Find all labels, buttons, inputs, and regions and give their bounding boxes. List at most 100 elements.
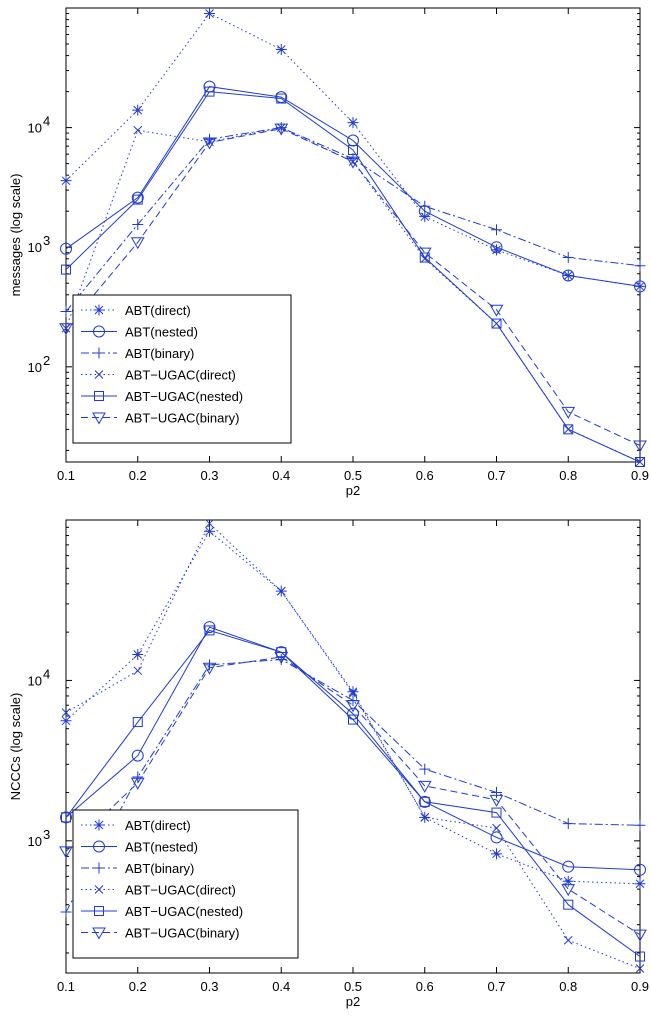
data-point xyxy=(563,899,574,910)
legend-label: ABT(direct) xyxy=(125,303,191,318)
data-point xyxy=(561,884,576,897)
x-tick-label: 0.8 xyxy=(559,468,577,483)
data-point xyxy=(419,796,430,807)
data-point xyxy=(418,795,431,808)
data-point xyxy=(419,763,431,775)
data-point xyxy=(562,875,574,887)
legend: ABT(direct) ABT(nested) ABT(binary) ABT−UGA… xyxy=(72,294,292,444)
data-point xyxy=(133,125,143,135)
data-point xyxy=(347,117,359,129)
data-point xyxy=(130,777,145,790)
series-line xyxy=(65,522,641,969)
series-5 xyxy=(61,86,645,467)
data-point xyxy=(490,831,503,844)
legend-label: ABT−UGAC(direct) xyxy=(125,368,236,383)
data-point xyxy=(489,794,504,807)
x-tick-label: 0.3 xyxy=(200,468,218,483)
data-point xyxy=(59,323,73,336)
data-point xyxy=(491,807,502,818)
data-point xyxy=(60,242,72,255)
data-point xyxy=(562,269,575,282)
data-point xyxy=(417,247,432,260)
legend-label: ABT(nested) xyxy=(125,840,198,855)
data-point xyxy=(275,43,287,55)
data-point xyxy=(132,771,144,783)
x-tick-label: 0.6 xyxy=(416,468,434,483)
legend-label: ABT−UGAC(nested) xyxy=(125,904,243,919)
data-point xyxy=(419,200,431,212)
legend-marker xyxy=(94,885,104,894)
series-line xyxy=(65,626,641,871)
legend-marker xyxy=(92,927,106,940)
legend-item: ABT(direct) xyxy=(81,303,191,318)
data-point xyxy=(346,156,360,169)
legend-marker xyxy=(93,819,105,831)
data-point xyxy=(635,457,645,467)
data-point xyxy=(491,787,502,799)
data-point xyxy=(204,525,215,537)
x-tick-label: 0.8 xyxy=(559,979,577,994)
data-point xyxy=(348,144,358,155)
legend-item: ABT(binary) xyxy=(81,861,194,876)
y-tick-label: 10 xyxy=(28,240,42,255)
legend-marker xyxy=(94,391,104,401)
legend-item: ABT(nested) xyxy=(81,840,198,855)
series-3 xyxy=(60,122,646,318)
x-tick-label: 0.3 xyxy=(200,979,218,994)
x-tick-label: 0.2 xyxy=(129,468,147,483)
series-line xyxy=(65,530,641,885)
data-point xyxy=(204,7,215,19)
data-point xyxy=(489,304,504,317)
data-point xyxy=(61,812,71,823)
y-tick-label: 10 xyxy=(28,121,42,136)
data-point xyxy=(131,191,144,204)
x-tick-label: 0.4 xyxy=(272,979,290,994)
legend-box xyxy=(72,294,292,444)
data-point xyxy=(204,625,215,636)
x-tick-label: 0.1 xyxy=(57,468,75,483)
x-tick-label: 0.1 xyxy=(57,979,75,994)
series-line xyxy=(65,656,641,936)
legend-item: ABT(nested) xyxy=(81,325,198,340)
data-point xyxy=(348,714,358,725)
legend-label: ABT−UGAC(binary) xyxy=(125,926,240,941)
x-axis-label: p2 xyxy=(346,483,360,498)
data-point xyxy=(563,424,574,435)
data-point xyxy=(420,813,430,822)
data-point xyxy=(131,749,144,762)
y-axis-label: messages (log scale) xyxy=(8,174,23,297)
data-point xyxy=(346,700,360,713)
data-point xyxy=(563,935,573,945)
y-tick-label-exponent: 2 xyxy=(43,353,50,368)
data-point xyxy=(561,406,576,419)
y-tick-label: 10 xyxy=(28,360,42,375)
y-tick-label-exponent: 3 xyxy=(43,827,50,842)
legend-item: ABT−UGAC(binary) xyxy=(81,411,240,426)
legend-marker xyxy=(93,840,105,853)
legend-box xyxy=(72,809,299,959)
data-point xyxy=(634,878,646,890)
y-tick-label: 10 xyxy=(28,673,42,688)
y-tick-label-exponent: 3 xyxy=(43,233,50,248)
data-point xyxy=(348,689,358,698)
data-point xyxy=(635,951,645,962)
data-point xyxy=(132,717,143,728)
legend-label: ABT(binary) xyxy=(125,861,194,876)
legend-label: ABT(binary) xyxy=(125,346,194,361)
data-point xyxy=(61,708,71,717)
series-6 xyxy=(59,123,647,453)
y-tick-label: 10 xyxy=(28,834,42,849)
data-point xyxy=(347,134,359,147)
data-point xyxy=(562,252,574,264)
data-point xyxy=(203,621,216,634)
data-point xyxy=(276,93,287,104)
data-point xyxy=(419,252,430,263)
data-point xyxy=(60,715,72,727)
legend-marker xyxy=(93,347,105,359)
data-point xyxy=(633,929,647,942)
x-tick-label: 0.4 xyxy=(272,468,290,483)
x-tick-label: 0.7 xyxy=(487,468,505,483)
data-point xyxy=(60,811,72,824)
legend-item: ABT(binary) xyxy=(81,346,194,361)
